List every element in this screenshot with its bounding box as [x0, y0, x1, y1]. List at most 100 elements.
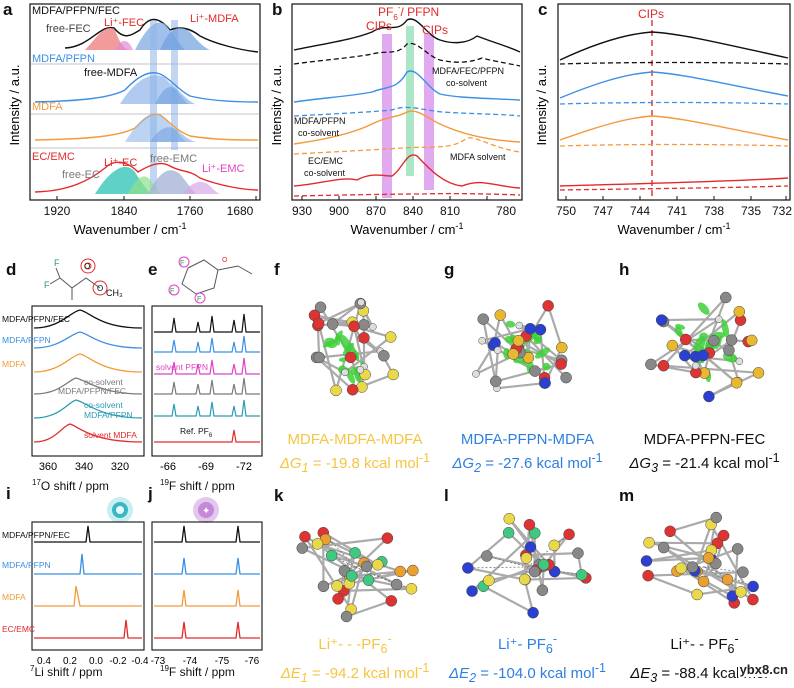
trace-label: MDFA/PFPN/FEC [2, 530, 70, 540]
panel-i: i MDFA/PFPN/FEC MDFA/PFPN MDFA EC/EMC 0.… [0, 482, 148, 680]
complex-name: Li⁺- - -PF6- [270, 630, 440, 659]
svg-text:F: F [44, 280, 50, 290]
tick-label: 750 [556, 204, 576, 218]
raman-plot-a: 1920 1840 1760 1680 Wavenumber / cm-1 In… [0, 0, 262, 240]
trace-label: MDFA/PFPN/FEC [2, 314, 70, 324]
tick-label: 320 [111, 461, 129, 473]
annotation: EC/EMC [308, 156, 344, 166]
tick-label: 744 [630, 204, 650, 218]
trace-label: MDFA/PFPN [2, 335, 51, 345]
tick-label: 741 [667, 204, 687, 218]
tick-label: 930 [292, 204, 312, 218]
tick-label: 900 [329, 204, 349, 218]
annotation-cips: CIPs [366, 19, 392, 33]
molecule-caption: Li⁺- PF6-ΔE2 = -104.0 kcal mol-1 [440, 630, 615, 688]
raman-plot-b: 930 900 870 840 810 780 Wavenumber / cm-… [262, 0, 524, 240]
peak-label: Li⁺-FEC [104, 17, 144, 29]
binding-energy: ΔG1 = -19.8 kcal mol-1 [270, 449, 440, 478]
trace-label: MDFA/PFPN [2, 560, 51, 570]
tick-label: -0.2 [109, 656, 127, 667]
y-axis-label: Intensity / a.u. [534, 65, 549, 146]
svg-text:CH₃: CH₃ [106, 288, 123, 298]
complex-name: Li⁺- - PF6- [615, 630, 794, 659]
tick-label: 738 [704, 204, 724, 218]
svg-text:O: O [84, 262, 90, 271]
peak-label: free-MDFA [84, 67, 138, 79]
molecule-structure [615, 276, 794, 426]
tick-label: 1680 [227, 204, 254, 218]
svg-text:✦: ✦ [202, 506, 210, 517]
trace-label: co-solvent [84, 400, 123, 410]
tick-label: -0.4 [131, 656, 148, 667]
trace-label: MDFA/PFPN [32, 53, 95, 65]
tick-label: 360 [39, 461, 57, 473]
tick-label: 840 [403, 204, 423, 218]
watermark: ybx8.cn [738, 662, 790, 677]
tick-label: -76 [245, 656, 260, 667]
molecule-caption: Li⁺- - -PF6-ΔE1 = -94.2 kcal mol-1 [270, 630, 440, 688]
molecule-caption: Li⁺- - PF6-ΔE3 = -88.4 kcal mol-1 [615, 630, 794, 688]
tick-label: 735 [741, 204, 761, 218]
complex-name: MDFA-PFPN-MDFA [440, 430, 615, 449]
svg-text:F: F [180, 260, 184, 267]
panel-a: a 1920 1840 1760 [0, 0, 262, 240]
tick-label: 747 [593, 204, 613, 218]
nmr-plot-i: MDFA/PFPN/FEC MDFA/PFPN MDFA EC/EMC 0.4 … [0, 482, 148, 680]
trace-label: EC/EMC [2, 624, 35, 634]
trace-label: MDFA/PFPN/FEC [32, 5, 120, 17]
annotation: co-solvent [298, 128, 340, 138]
complex-name: MDFA-PFPN-FEC [615, 430, 794, 449]
peak-label: Li⁺-EC [104, 157, 137, 169]
svg-text:O: O [222, 257, 228, 264]
tick-label: 810 [440, 204, 460, 218]
x-axis-label: 7Li shift / ppm [30, 664, 102, 679]
complex-name: MDFA-MDFA-MDFA [270, 430, 440, 449]
binding-energy: ΔE2 = -104.0 kcal mol-1 [440, 659, 615, 688]
trace-label: MDFA/PFPN [84, 410, 133, 420]
peak-label: free-EC [62, 169, 100, 181]
molecule-structure [440, 276, 615, 426]
tick-label: -72 [236, 461, 252, 473]
tick-label: 732 [772, 204, 792, 218]
nmr-plot-d: FF OO CH₃ MDFA/PFPN/FEC MDFA/PFPN MDFA c… [0, 248, 148, 480]
x-axis-label: Wavenumber / cm-1 [350, 221, 463, 237]
tick-label: -69 [198, 461, 214, 473]
annotation-cips: CIPs [422, 23, 448, 37]
x-axis-label: Wavenumber / cm-1 [73, 221, 186, 237]
trace-label: MDFA/PFPN/FEC [58, 386, 126, 396]
nmr-plot-e: FF FO solvent PFPN Ref. PF6 -66 -69 -72 [148, 248, 266, 480]
x-axis-label: 19F shift / ppm [160, 664, 235, 679]
peak-label: Li⁺-EMC [202, 163, 245, 175]
annotation: co-solvent [446, 78, 488, 88]
trace-label: MDFA [32, 101, 63, 113]
trace-label: MDFA [2, 592, 26, 602]
trace-label: solvent MDFA [84, 430, 137, 440]
svg-text:F: F [197, 296, 201, 303]
svg-text:F: F [54, 258, 60, 268]
molecule-structure [270, 276, 440, 426]
x-axis-label: Wavenumber / cm-1 [617, 221, 730, 237]
annotation: Ref. PF6 [180, 426, 213, 439]
panel-c: c 750 747 744 741 738 735 732 Wavenumber… [524, 0, 794, 240]
svg-text:O: O [97, 284, 103, 293]
peak-label: free-EMC [150, 153, 197, 165]
y-axis-label: Intensity / a.u. [7, 65, 22, 146]
y-axis-label: Intensity / a.u. [269, 65, 284, 146]
annotation-cips: CIPs [638, 7, 664, 21]
nmr-plot-j: ✦ -73 -74 -75 -76 [148, 482, 266, 680]
molecule-structure [270, 502, 440, 642]
tick-label: 870 [366, 204, 386, 218]
molecule-structure [615, 502, 794, 642]
tick-label: 1920 [44, 204, 71, 218]
tick-label: 1840 [111, 204, 138, 218]
complex-name: Li⁺- PF6- [440, 630, 615, 659]
svg-text:F: F [170, 288, 174, 295]
annotation: MDFA/PFPN [294, 116, 346, 126]
